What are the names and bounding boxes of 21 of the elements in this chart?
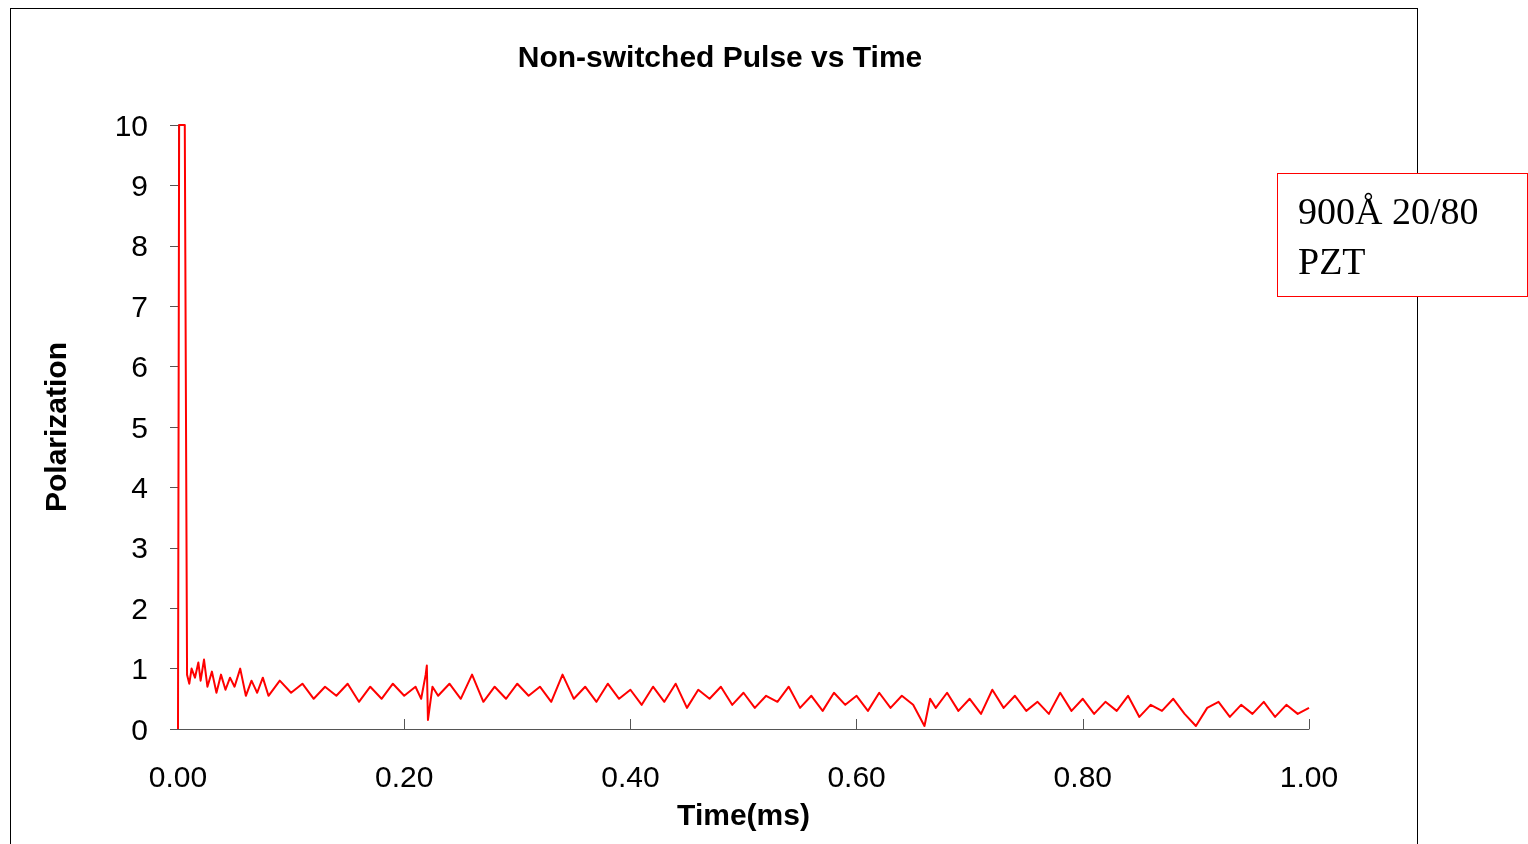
x-tick-label: 1.00: [1279, 759, 1339, 793]
x-tick-label: 0.00: [148, 759, 208, 793]
y-tick-label: 6: [131, 350, 148, 384]
y-tick-label: 2: [131, 591, 148, 625]
y-tick-label: 5: [131, 410, 148, 444]
y-tick-label: 8: [131, 229, 148, 263]
y-tick-label: 10: [114, 108, 148, 142]
y-tick-label: 0: [131, 712, 148, 746]
x-tick-label: 0.80: [1053, 759, 1112, 793]
y-tick-label: 1: [131, 652, 148, 686]
annotation: 900Å 20/80 PZT: [1277, 173, 1528, 297]
x-tick-label: 0.60: [827, 759, 886, 793]
y-tick-label: 3: [131, 531, 148, 565]
y-axis-title: Polarization: [38, 341, 72, 513]
x-tick-label: 0.40: [601, 759, 660, 793]
chart-title: Non-switched Pulse vs Time: [517, 39, 923, 73]
y-tick-label: 7: [131, 289, 148, 323]
x-tick-label: 0.20: [375, 759, 434, 793]
y-tick-label: 4: [131, 470, 148, 504]
x-axis-title: Time(ms): [677, 797, 810, 831]
y-tick-label: 9: [131, 168, 148, 202]
